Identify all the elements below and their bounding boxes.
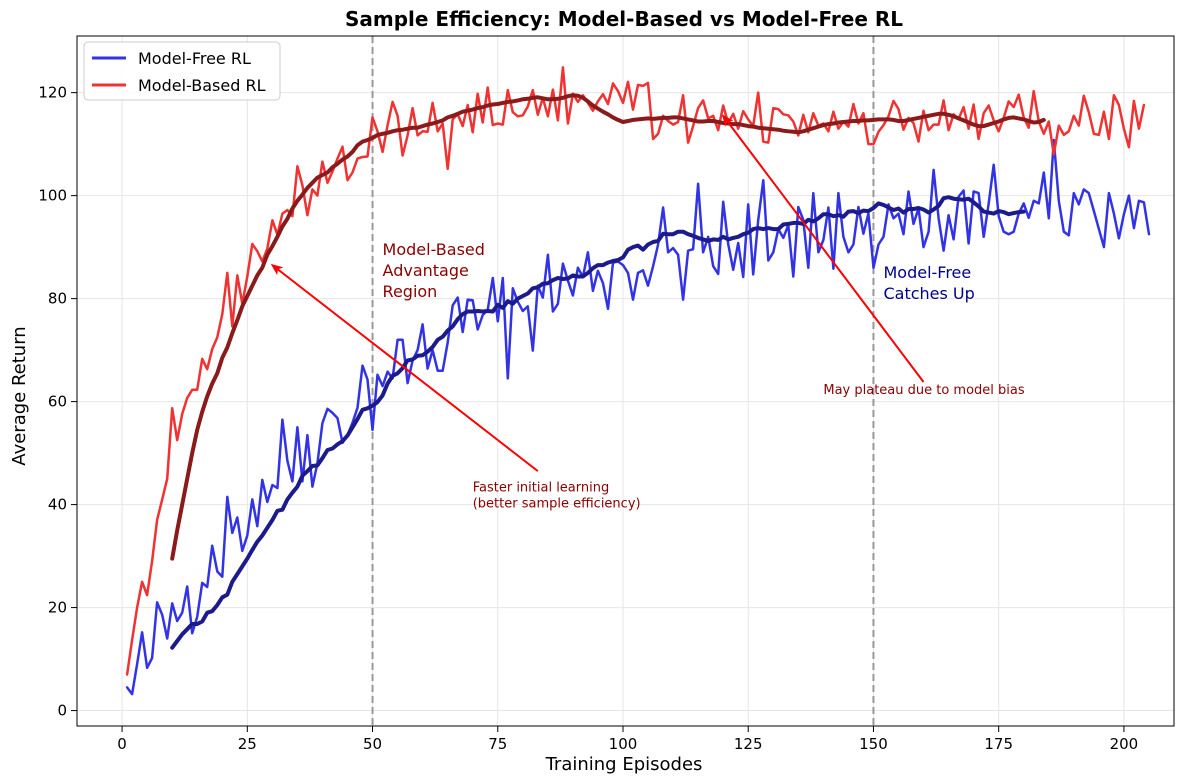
annotation-text: May plateau due to model bias bbox=[823, 383, 1025, 398]
y-tick-label: 60 bbox=[48, 393, 67, 411]
x-tick-label: 75 bbox=[488, 735, 507, 753]
x-axis-label: Training Episodes bbox=[545, 754, 703, 775]
x-tick-label: 200 bbox=[1110, 735, 1139, 753]
y-tick-label: 100 bbox=[38, 187, 67, 205]
grid bbox=[77, 36, 1174, 726]
legend-label: Model-Based RL bbox=[138, 76, 266, 95]
series-line-smoothed bbox=[170, 195, 1026, 650]
chart-title: Sample Efficiency: Model-Based vs Model-… bbox=[345, 7, 903, 31]
y-tick-label: 20 bbox=[48, 599, 67, 617]
y-tick-label: 40 bbox=[48, 496, 67, 514]
x-tick-label: 0 bbox=[117, 735, 127, 753]
legend-box bbox=[83, 41, 281, 101]
annotation-text: Model-Based Advantage Region bbox=[383, 240, 485, 301]
plot-frame bbox=[76, 35, 1175, 727]
series-line bbox=[125, 138, 1151, 696]
x-tick-label: 125 bbox=[734, 735, 763, 753]
series-line-smoothed bbox=[170, 93, 1046, 561]
x-tick-label: 175 bbox=[984, 735, 1013, 753]
plot-series bbox=[125, 66, 1151, 696]
legend: Model-Free RL Model-Based RL bbox=[83, 41, 281, 101]
x-tick-label: 100 bbox=[609, 735, 638, 753]
y-tick-label: 0 bbox=[57, 702, 67, 720]
reference-lines bbox=[371, 36, 875, 726]
annotation-text: Model-Free Catches Up bbox=[883, 263, 974, 303]
x-axis-ticks: 0 25 50 75 100 125 150 175 200 bbox=[117, 726, 1138, 753]
annotation-arrow bbox=[270, 263, 539, 472]
annotations: Model-Based Advantage Region Model-Free Catc… bbox=[270, 114, 1025, 512]
annotation-text: Faster initial learning (better sample ef… bbox=[473, 481, 641, 512]
x-tick-label: 50 bbox=[363, 735, 382, 753]
y-tick-label: 80 bbox=[48, 290, 67, 308]
x-tick-label: 150 bbox=[859, 735, 888, 753]
y-axis-label: Average Return bbox=[9, 326, 30, 465]
y-tick-label: 120 bbox=[38, 84, 67, 102]
annotation-arrow bbox=[721, 114, 925, 383]
series-line bbox=[125, 66, 1146, 676]
legend-label: Model-Free RL bbox=[138, 49, 251, 68]
x-tick-label: 25 bbox=[238, 735, 257, 753]
y-axis-ticks: 0 20 40 60 80 100 120 bbox=[38, 84, 77, 720]
